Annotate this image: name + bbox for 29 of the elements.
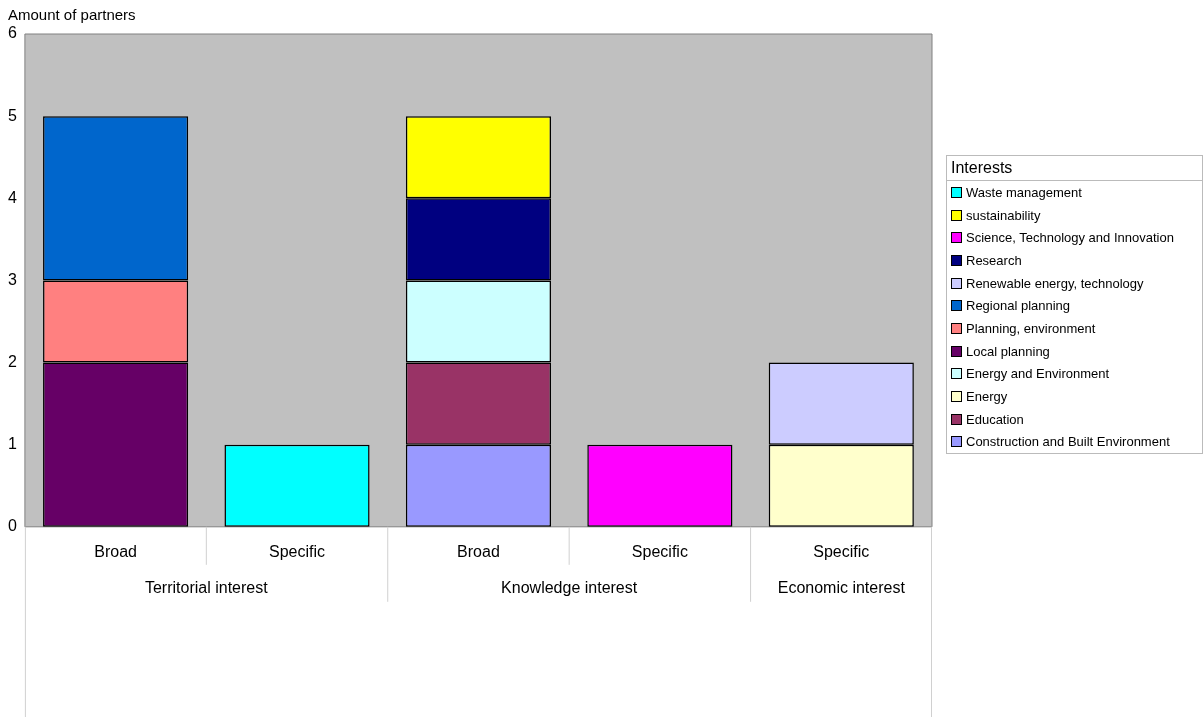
legend-label: Planning, environment xyxy=(966,320,1096,336)
text: Economic interest xyxy=(777,579,906,597)
x-tick-label: Specific xyxy=(269,542,326,560)
legend-label: Local planning xyxy=(966,343,1050,359)
y-tick-label: 5 xyxy=(7,106,17,124)
y-tick-label: 1 xyxy=(7,435,17,453)
legend-label: Science, Technology and Innovation xyxy=(966,230,1174,246)
x-tick-label: Specific xyxy=(631,542,688,560)
legend-label: Research xyxy=(966,252,1022,268)
x-tick-label: Broad xyxy=(457,542,500,560)
y-axis-title: Amount of partners xyxy=(8,6,136,23)
legend-label: Energy xyxy=(966,389,1008,405)
y-tick-label: 6 xyxy=(7,24,17,42)
y-tick-label: 3 xyxy=(7,270,17,288)
legend-title: Interests xyxy=(947,156,1202,181)
y-tick-label: 0 xyxy=(7,517,17,535)
y-tick-label: 2 xyxy=(7,352,17,370)
y-tick-label: 4 xyxy=(7,188,17,206)
legend-label: Energy and Environment xyxy=(966,366,1110,382)
legend-label: sustainability xyxy=(966,207,1041,223)
legend-label: Waste management xyxy=(966,184,1082,200)
text: Territorial interest xyxy=(144,579,269,597)
x-tick-label: Specific xyxy=(813,542,870,560)
text: Knowledge interest xyxy=(501,579,638,597)
legend-label: Education xyxy=(966,411,1024,427)
legend-label: Renewable energy, technology xyxy=(966,275,1144,291)
legend-label: Construction and Built Environment xyxy=(966,434,1170,450)
x-tick-label: Broad xyxy=(94,542,137,560)
legend-label: Regional planning xyxy=(966,298,1071,314)
